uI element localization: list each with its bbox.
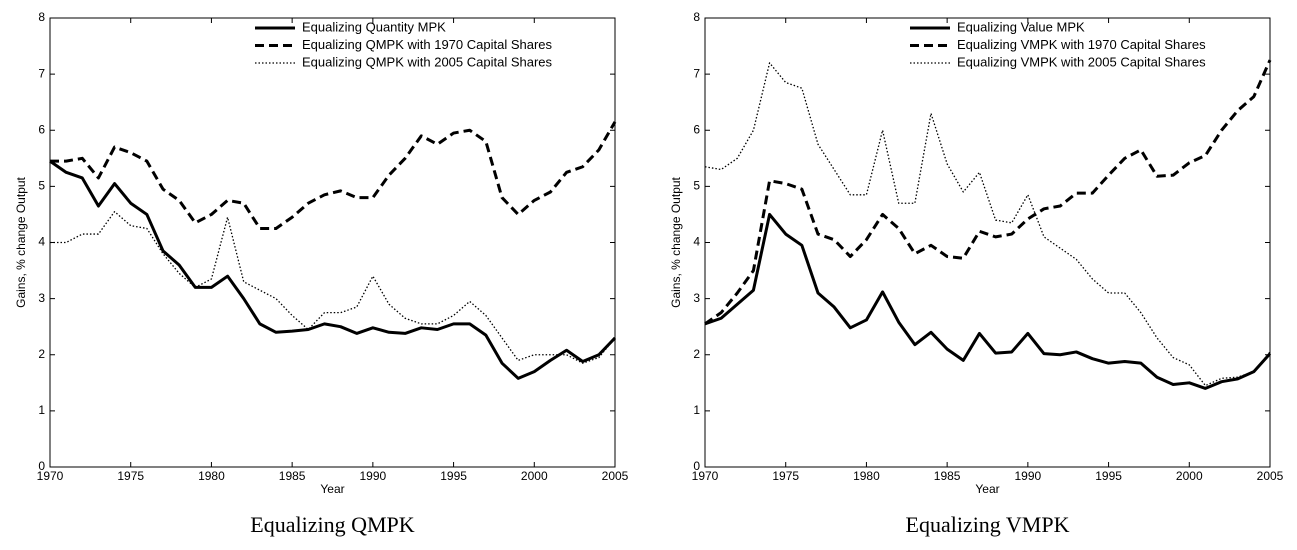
x-axis-label: Year xyxy=(320,482,344,496)
series-line xyxy=(50,121,617,230)
series-line xyxy=(704,59,1272,326)
legend-label: Equalizing VMPK with 2005 Capital Shares xyxy=(957,54,1206,69)
legend-label: Equalizing VMPK with 1970 Capital Shares xyxy=(957,37,1206,52)
y-tick-label: 7 xyxy=(693,66,700,80)
series-line xyxy=(704,62,1271,387)
y-tick-label: 5 xyxy=(38,179,45,193)
caption: Equalizing QMPK xyxy=(250,512,414,537)
y-tick-label: 8 xyxy=(38,10,45,24)
y-tick-label: 8 xyxy=(693,10,700,24)
x-tick-label: 2000 xyxy=(1176,469,1203,483)
y-tick-label: 2 xyxy=(38,347,45,361)
x-tick-label: 1990 xyxy=(1015,469,1042,483)
y-tick-label: 6 xyxy=(38,122,45,136)
x-tick-label: 1995 xyxy=(1095,469,1122,483)
x-tick-label: 1970 xyxy=(692,469,719,483)
x-tick-label: 1995 xyxy=(440,469,467,483)
y-tick-label: 0 xyxy=(38,459,45,473)
y-axis-label: Gains, % change Output xyxy=(14,176,28,307)
y-tick-label: 3 xyxy=(38,291,45,305)
legend-label: Equalizing Value MPK xyxy=(957,19,1085,34)
x-axis-label: Year xyxy=(975,482,999,496)
x-tick-label: 2005 xyxy=(1257,469,1284,483)
x-tick-label: 1975 xyxy=(772,469,799,483)
series-line xyxy=(50,210,616,364)
y-tick-label: 4 xyxy=(38,235,45,249)
x-tick-label: 2005 xyxy=(602,469,629,483)
x-tick-label: 1980 xyxy=(853,469,880,483)
x-tick-label: 1975 xyxy=(117,469,144,483)
x-tick-label: 1970 xyxy=(37,469,64,483)
y-tick-label: 5 xyxy=(693,179,700,193)
caption: Equalizing VMPK xyxy=(906,512,1070,537)
y-tick-label: 3 xyxy=(693,291,700,305)
y-axis-label: Gains, % change Output xyxy=(669,176,683,307)
y-tick-label: 1 xyxy=(38,403,45,417)
y-tick-label: 7 xyxy=(38,66,45,80)
x-tick-label: 2000 xyxy=(521,469,548,483)
y-tick-label: 4 xyxy=(693,235,700,249)
series-line xyxy=(49,159,617,380)
y-tick-label: 1 xyxy=(693,403,700,417)
y-tick-label: 0 xyxy=(693,459,700,473)
y-tick-label: 6 xyxy=(693,122,700,136)
axes-box xyxy=(49,17,616,468)
legend-label: Equalizing QMPK with 2005 Capital Shares xyxy=(302,54,553,69)
y-tick-label: 2 xyxy=(693,347,700,361)
x-tick-label: 1990 xyxy=(360,469,387,483)
axes-box xyxy=(704,17,1271,468)
x-tick-label: 1985 xyxy=(934,469,961,483)
legend-label: Equalizing QMPK with 1970 Capital Shares xyxy=(302,37,553,52)
x-tick-label: 1980 xyxy=(198,469,225,483)
legend-label: Equalizing Quantity MPK xyxy=(302,19,446,34)
x-tick-label: 1985 xyxy=(279,469,306,483)
series-line xyxy=(704,212,1272,390)
